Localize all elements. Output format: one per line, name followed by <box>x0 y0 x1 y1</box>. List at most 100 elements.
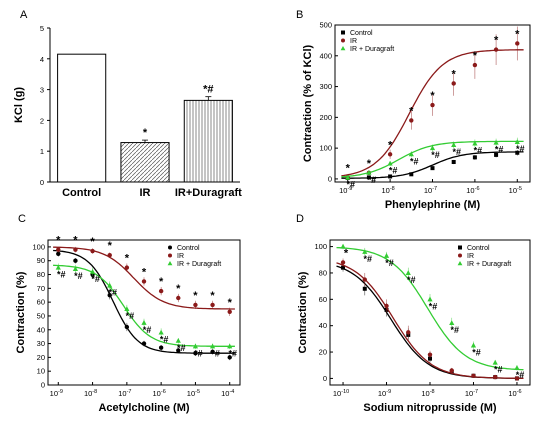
significance-annotation: * <box>176 283 181 295</box>
data-point <box>227 343 233 349</box>
data-point <box>451 142 457 148</box>
significance-annotation: * <box>142 266 147 278</box>
data-point <box>73 258 78 263</box>
y-tick-label: 5 <box>40 24 44 33</box>
y-tick-label: 0 <box>41 381 45 390</box>
x-tick-label: 10-8 <box>84 389 97 398</box>
data-point <box>73 247 78 252</box>
fit-curve <box>336 262 524 379</box>
x-axis-title: Acetylcholine (M) <box>98 402 189 414</box>
data-point <box>56 247 61 252</box>
x-tick-label: 10-6 <box>466 186 479 195</box>
legend-label: IR + Duragraft <box>350 46 394 53</box>
panel-letter: C <box>18 213 26 225</box>
significance-annotation: * <box>73 235 78 247</box>
x-tick-label: 10-7 <box>465 389 478 398</box>
data-point <box>107 293 112 298</box>
data-point <box>90 248 95 254</box>
legend-marker <box>167 261 173 266</box>
significance-annotation: *# <box>143 325 152 335</box>
data-point <box>141 341 147 346</box>
significance-annotation: * <box>108 240 113 252</box>
data-point <box>362 249 368 254</box>
legend-marker <box>458 253 462 258</box>
legend-label: IR <box>350 38 357 45</box>
panel-letter: A <box>20 9 28 21</box>
x-tick-label: 10-9 <box>50 389 63 398</box>
bar <box>120 142 170 183</box>
legend-marker <box>457 261 463 266</box>
legend-label: IR <box>177 253 184 260</box>
x-category-label: IR+Duragraft <box>175 187 242 199</box>
data-point <box>56 251 61 257</box>
panel-letter: B <box>296 9 303 21</box>
x-tick-label: 10-6 <box>153 389 166 398</box>
data-point <box>387 160 393 166</box>
y-tick-label: 4 <box>40 55 44 64</box>
x-tick-label: 10-9 <box>339 186 352 195</box>
fit-curve <box>53 246 235 310</box>
significance-annotation: * <box>90 236 95 248</box>
significance-annotation: *# <box>389 166 398 176</box>
significance-annotation: * <box>452 68 457 80</box>
y-tick-label: 50 <box>37 311 45 320</box>
data-point <box>471 373 476 378</box>
y-tick-label: 1 <box>40 147 44 156</box>
data-point <box>158 288 164 294</box>
fit-curve <box>336 246 524 371</box>
significance-annotation: * <box>346 162 351 174</box>
data-point <box>107 282 113 288</box>
data-point <box>227 309 232 315</box>
significance-annotation: * <box>210 290 215 302</box>
data-point <box>176 348 181 353</box>
significance-annotation: * <box>494 35 499 47</box>
data-point <box>387 152 393 157</box>
data-point <box>193 351 198 356</box>
significance-annotation: *# <box>160 335 169 345</box>
significance-annotation: * <box>56 235 61 247</box>
significance-annotation: *# <box>203 84 213 96</box>
data-point <box>494 152 499 157</box>
significance-annotation: *# <box>516 370 525 380</box>
significance-annotation: *# <box>91 274 100 284</box>
data-point <box>89 268 96 274</box>
y-tick-label: 40 <box>37 325 45 334</box>
data-point <box>409 172 414 177</box>
data-point <box>141 279 147 284</box>
bar <box>183 99 233 183</box>
data-point <box>514 139 520 144</box>
data-point <box>472 62 478 68</box>
significance-annotation: * <box>388 139 393 151</box>
data-point <box>514 365 520 370</box>
data-point <box>408 151 414 157</box>
data-point <box>493 139 499 145</box>
significance-annotation: *# <box>194 348 203 358</box>
data-point <box>72 266 79 271</box>
significance-annotation: *# <box>516 144 525 154</box>
y-tick-label: 10 <box>37 367 45 376</box>
significance-annotation: * <box>344 248 349 260</box>
plot-frame <box>47 239 241 386</box>
significance-annotation: *# <box>364 254 373 264</box>
data-point <box>193 302 198 308</box>
y-tick-label: 0 <box>323 374 327 383</box>
data-point <box>345 174 351 180</box>
data-point <box>192 343 199 349</box>
significance-annotation: *# <box>126 311 135 321</box>
significance-annotation: *# <box>177 343 186 353</box>
x-tick-label: 10-4 <box>221 389 234 398</box>
panel-a: A 0 1 2 3 4 5 Control * IR *# IR+Duragraft KCl (g) <box>13 9 242 199</box>
significance-annotation: * <box>228 297 233 309</box>
data-point <box>451 81 456 86</box>
data-point <box>210 302 215 308</box>
y-tick-label: 400 <box>319 51 332 60</box>
data-point <box>175 338 181 343</box>
x-tick-label: 10-7 <box>424 186 437 195</box>
data-point <box>158 329 164 335</box>
y-tick-label: 100 <box>32 242 45 251</box>
significance-annotation: * <box>430 90 435 102</box>
significance-annotation: *# <box>431 150 440 160</box>
data-point <box>515 41 520 46</box>
significance-annotation: *# <box>450 325 459 335</box>
